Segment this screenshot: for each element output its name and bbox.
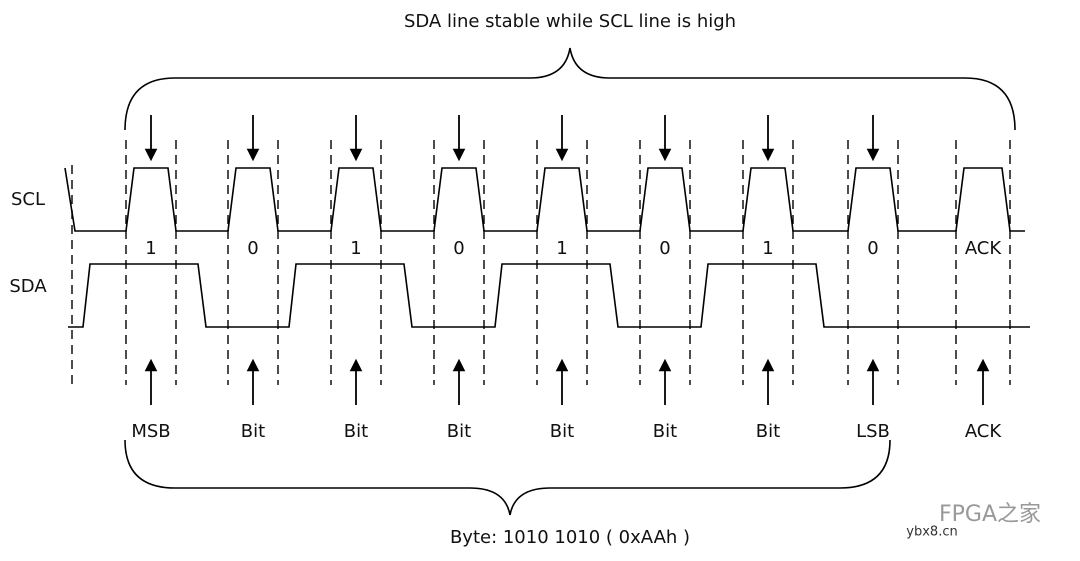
watermark-brand: FPGA之家	[939, 502, 1041, 527]
bit-name: Bit	[653, 421, 677, 442]
bit-value: 0	[659, 238, 670, 259]
bit-name: Bit	[241, 421, 265, 442]
scl-wave	[64, 167, 1025, 232]
sda-wave	[68, 263, 1030, 328]
bit-value: ACK	[965, 238, 1003, 259]
bit-value: 0	[867, 238, 878, 259]
watermark-site: ybx8.cn	[906, 525, 957, 540]
bit-value: 1	[350, 238, 361, 259]
bit-name: ACK	[965, 421, 1003, 442]
bit-name: Bit	[447, 421, 471, 442]
bit-name: Bit	[550, 421, 574, 442]
bit-value: 0	[453, 238, 464, 259]
bit-value: 1	[762, 238, 773, 259]
scl-label: SCL	[11, 189, 45, 210]
bit-name: Bit	[344, 421, 368, 442]
top-brace	[124, 47, 1016, 131]
bit-value: 1	[556, 238, 567, 259]
bit-name: MSB	[131, 421, 170, 442]
bit-name: LSB	[856, 421, 890, 442]
sda-label: SDA	[9, 276, 47, 297]
bit-value: 1	[145, 238, 156, 259]
bit-name: Bit	[756, 421, 780, 442]
bottom-brace	[124, 439, 891, 516]
title: SDA line stable while SCL line is high	[404, 11, 736, 32]
byte-label: Byte: 1010 1010 ( 0xAAh )	[450, 527, 690, 548]
bit-value: 0	[247, 238, 258, 259]
